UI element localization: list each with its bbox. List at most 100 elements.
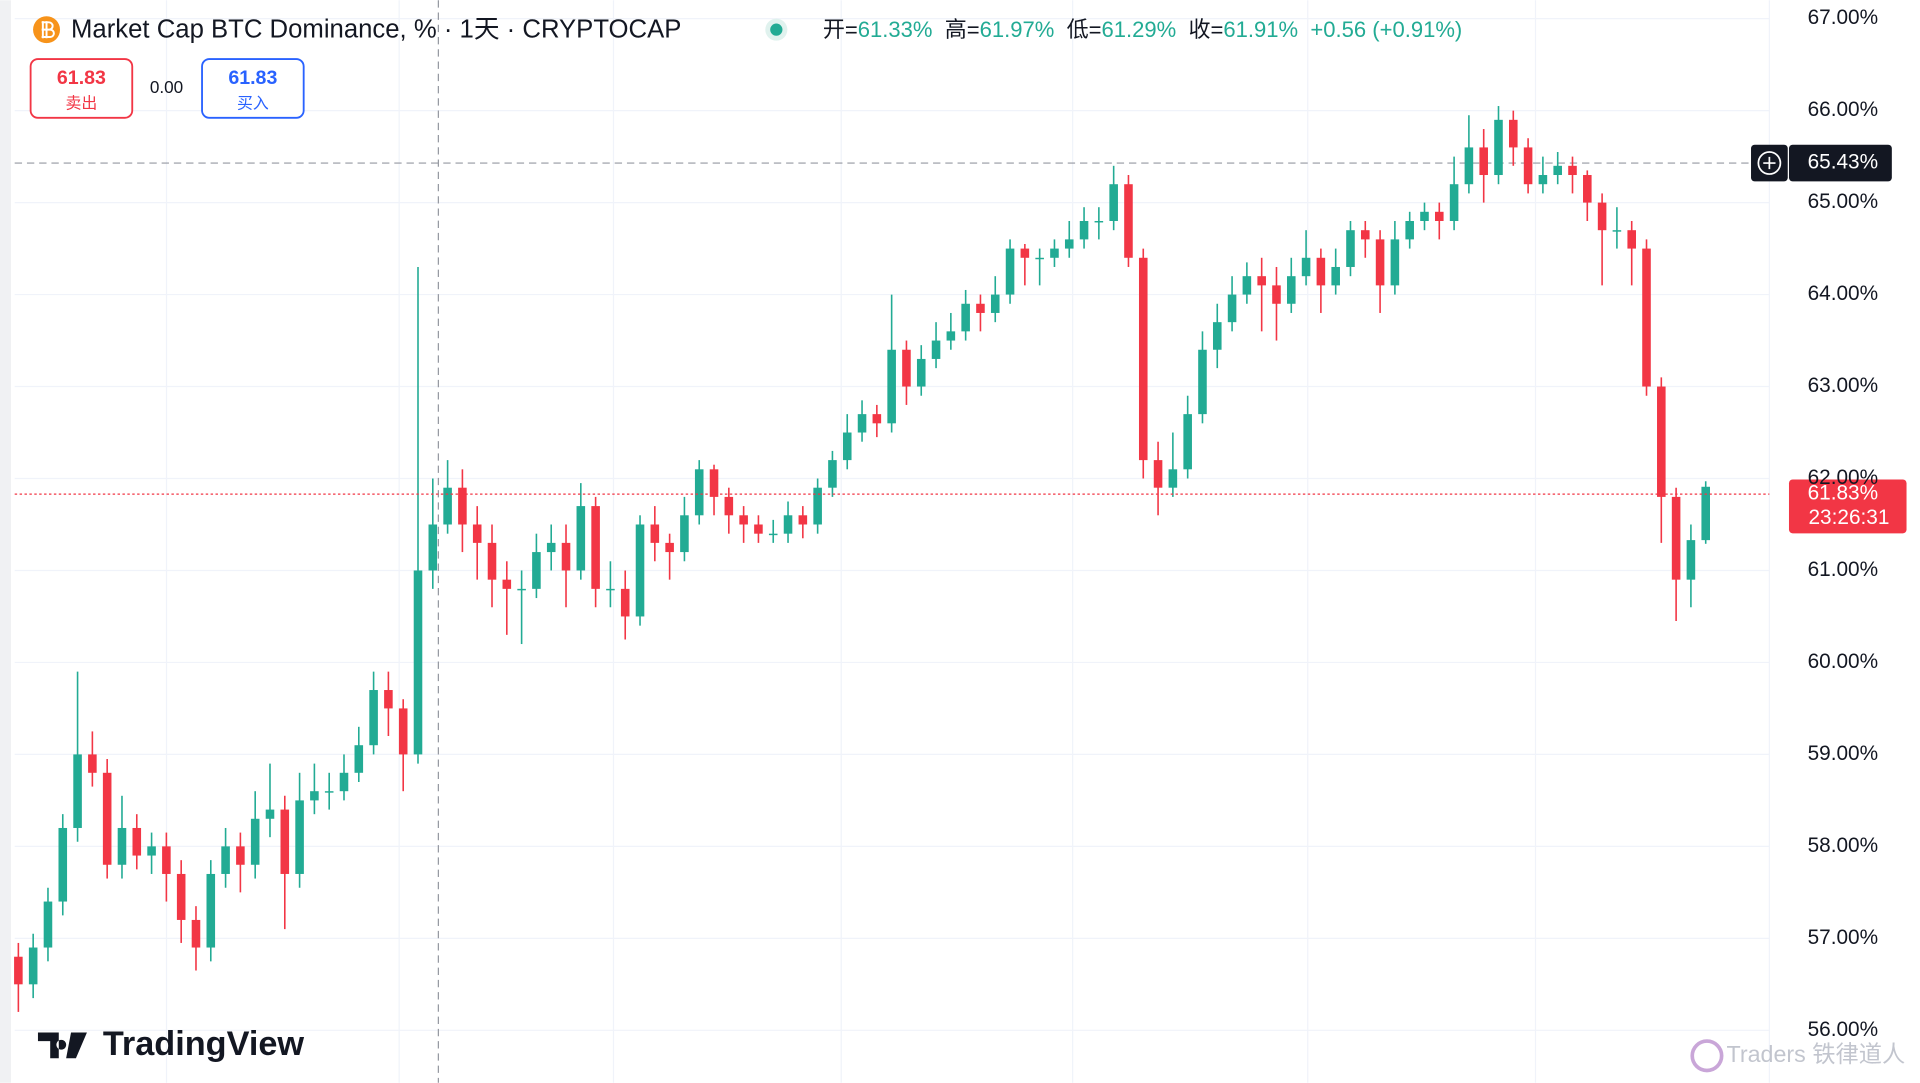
sell-price: 61.83 bbox=[57, 67, 106, 89]
candle-body bbox=[1168, 469, 1178, 488]
candle-body bbox=[1346, 230, 1355, 267]
candle-body bbox=[1671, 496, 1681, 580]
candle-body bbox=[1064, 239, 1074, 249]
candle-body bbox=[1523, 147, 1533, 185]
last-price-box bbox=[1788, 479, 1907, 534]
candle-body bbox=[147, 846, 156, 856]
candle-body bbox=[132, 827, 142, 856]
candle-body bbox=[1138, 257, 1148, 461]
candle-body bbox=[43, 901, 53, 948]
ohlc-value: 61.97% bbox=[980, 17, 1055, 42]
candle-body bbox=[961, 303, 970, 332]
candle-body bbox=[1390, 239, 1400, 286]
candle-body bbox=[842, 432, 852, 461]
spread: 0.00 bbox=[150, 77, 183, 97]
candle-body bbox=[1553, 165, 1562, 176]
candle-body bbox=[887, 349, 896, 424]
candle-body bbox=[117, 827, 127, 865]
candle-body bbox=[1257, 276, 1266, 286]
candle-body bbox=[1050, 248, 1059, 258]
candle-body bbox=[1583, 175, 1592, 203]
candle-body bbox=[650, 524, 660, 543]
ohlc-value: 61.33% bbox=[858, 17, 933, 42]
candle-body bbox=[458, 487, 467, 525]
ohlc-label: 高= bbox=[945, 17, 980, 42]
candle-body bbox=[324, 791, 334, 793]
candle-body bbox=[754, 524, 763, 534]
candle-body bbox=[1109, 184, 1118, 221]
candle-body bbox=[295, 800, 304, 874]
candle-body bbox=[946, 331, 956, 341]
candle-body bbox=[14, 956, 23, 985]
candle-body bbox=[443, 487, 452, 525]
candle-body bbox=[1331, 266, 1340, 286]
candle-body bbox=[798, 515, 808, 525]
candle-body bbox=[1183, 414, 1192, 470]
price-axis: 56.00% 57.00% 58.00% 59.00% 60.00% 61.00% 62.0… bbox=[1808, 6, 1879, 1041]
candle-body bbox=[413, 570, 423, 755]
y-tick-label: 56.00% bbox=[1808, 1018, 1879, 1041]
candle-body bbox=[739, 515, 748, 525]
candle-body bbox=[1568, 165, 1577, 176]
candle-body bbox=[102, 772, 112, 865]
candle-body bbox=[1212, 322, 1222, 350]
buy-button[interactable] bbox=[201, 58, 305, 119]
candle-body bbox=[28, 947, 38, 985]
candle-body bbox=[162, 846, 171, 874]
last-price: 61.83%23:26:31 bbox=[14, 479, 1907, 534]
candle-body bbox=[606, 588, 615, 591]
candle-body bbox=[1420, 211, 1429, 221]
candle-body bbox=[428, 524, 438, 571]
candle-body bbox=[1020, 248, 1030, 258]
candle-body bbox=[635, 524, 645, 617]
candle-body bbox=[680, 515, 689, 553]
candle-body bbox=[591, 506, 600, 589]
candle-body bbox=[472, 524, 482, 543]
ohlc-value: 61.91% bbox=[1223, 17, 1298, 42]
sell-label: 卖出 bbox=[66, 95, 98, 113]
candle-body bbox=[1375, 239, 1385, 286]
candle-body bbox=[310, 791, 319, 801]
candle-body bbox=[1479, 147, 1488, 176]
crosshair-plus bbox=[1757, 151, 1782, 175]
candle-body bbox=[768, 533, 778, 536]
candle-body bbox=[1538, 175, 1548, 185]
candle-body bbox=[546, 542, 556, 553]
candle-body bbox=[990, 294, 1000, 313]
candles bbox=[14, 106, 1710, 1012]
ohlc-label: 开= bbox=[823, 17, 858, 42]
candle-body bbox=[1509, 119, 1518, 148]
candle-body bbox=[1286, 276, 1296, 304]
candle-body bbox=[1405, 220, 1414, 240]
crosshair-plus-sign bbox=[1763, 156, 1776, 170]
y-tick-label: 62.00% bbox=[1808, 466, 1879, 489]
left-edge bbox=[0, 0, 12, 1083]
candle-body bbox=[1153, 460, 1163, 488]
candle-body bbox=[561, 542, 571, 571]
candle-body bbox=[620, 588, 630, 617]
candle-body bbox=[724, 496, 734, 516]
status-dot bbox=[770, 23, 783, 36]
sell-button[interactable] bbox=[29, 58, 134, 119]
candle-body bbox=[1301, 257, 1311, 277]
candle-body bbox=[191, 919, 201, 948]
candle-body bbox=[1242, 276, 1252, 295]
candle-body bbox=[576, 506, 586, 571]
y-tick-label: 64.00% bbox=[1808, 282, 1879, 305]
y-tick-label: 58.00% bbox=[1808, 834, 1879, 857]
candle-body bbox=[1079, 220, 1089, 240]
watermark-icon bbox=[1690, 1039, 1724, 1073]
y-tick-label: 63.00% bbox=[1808, 374, 1879, 397]
buy-price: 61.83 bbox=[228, 67, 277, 89]
watermark: Traders 铁律道人 bbox=[1727, 1041, 1906, 1067]
candle-body bbox=[1035, 257, 1044, 260]
candle-body bbox=[1494, 119, 1503, 176]
candle-body bbox=[1198, 349, 1207, 415]
candle-body bbox=[1657, 386, 1666, 497]
candle-body bbox=[902, 349, 911, 387]
candle-body bbox=[176, 873, 186, 920]
candle-body bbox=[384, 690, 393, 709]
